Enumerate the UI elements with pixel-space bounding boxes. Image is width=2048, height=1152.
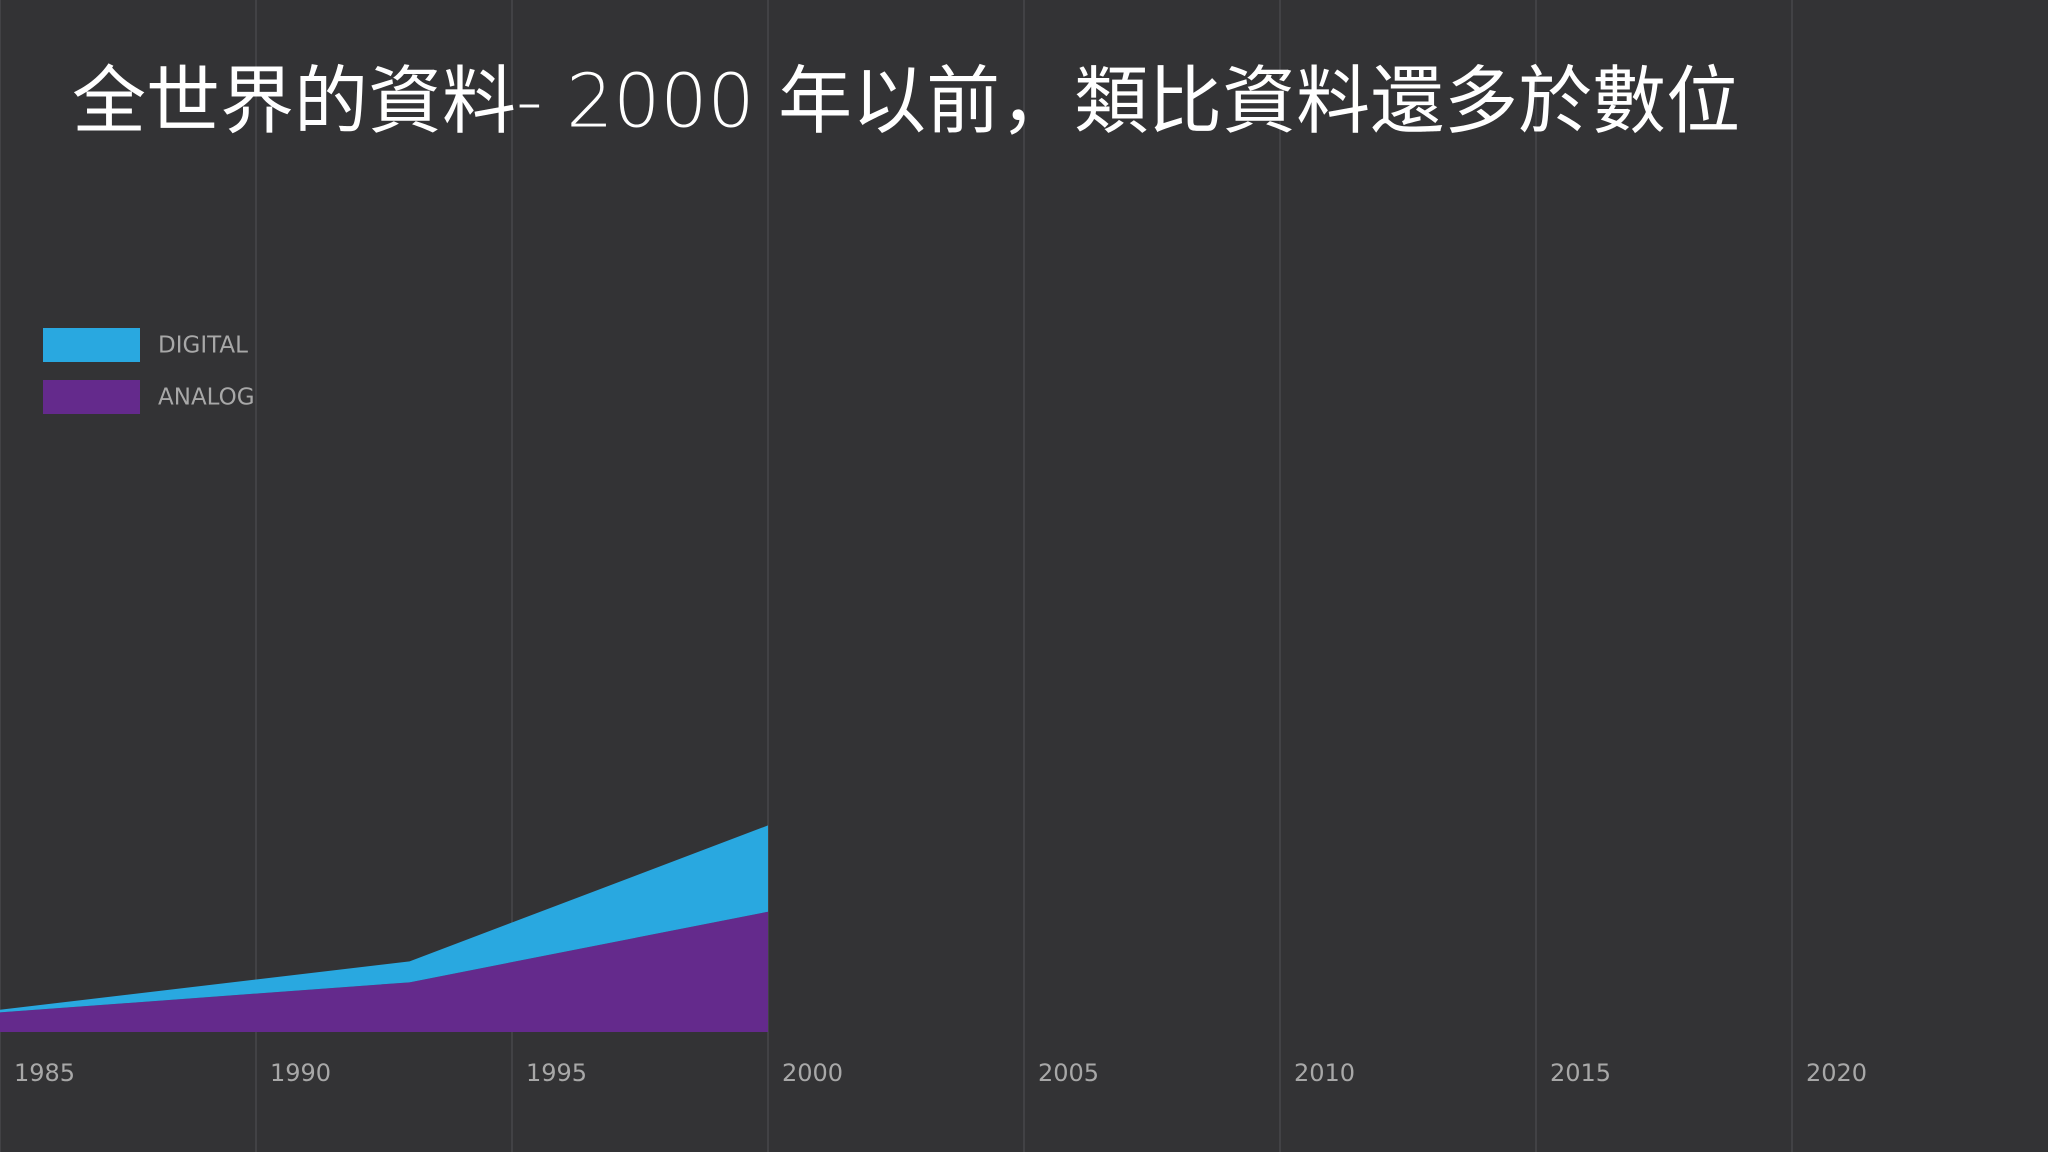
x-tick-label: 2020 (1806, 1059, 1867, 1087)
x-tick-label: 1995 (526, 1059, 587, 1087)
legend-label: DIGITAL (158, 333, 248, 359)
x-tick-label: 1985 (14, 1059, 75, 1087)
x-tick-label: 2000 (782, 1059, 843, 1087)
x-tick-label: 1990 (270, 1059, 331, 1087)
labels: 1985 1990 1995 2000 2005 2010 2015 2020 DIGITAL A… (14, 328, 1867, 1087)
x-tick-label: 2005 (1038, 1059, 1099, 1087)
plot-area (0, 825, 768, 1032)
grid (0, 0, 1793, 1152)
x-tick-label: 2010 (1294, 1059, 1355, 1087)
chart-title: 全世界的資料- 2000 年以前，類比資料還多於數位 (72, 59, 1740, 145)
legend-label: ANALOG (158, 385, 255, 411)
area (0, 911, 768, 1032)
legend-swatch (43, 380, 140, 414)
area (0, 825, 768, 1013)
x-tick-label: 2015 (1550, 1059, 1611, 1087)
legend-swatch (43, 328, 140, 362)
